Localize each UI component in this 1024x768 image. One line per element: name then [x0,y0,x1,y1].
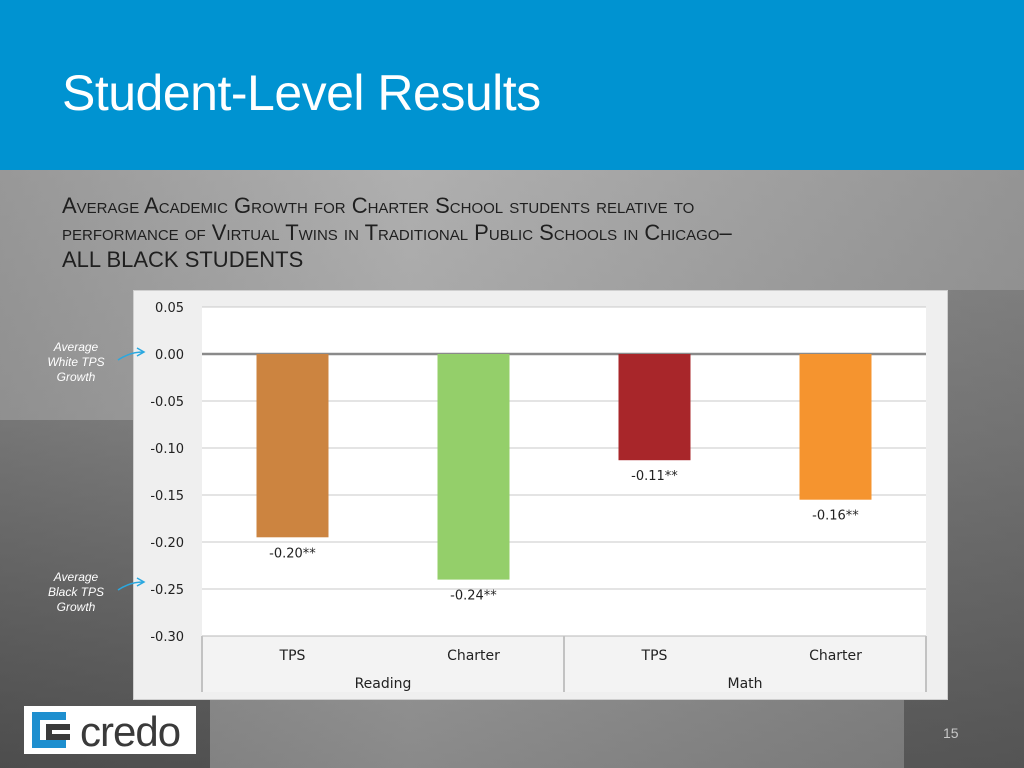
y-tick-label: -0.30 [150,630,184,645]
slide-title: Student-Level Results [62,65,541,121]
y-tick-label: 0.00 [155,348,184,363]
y-tick-label: -0.25 [150,583,184,598]
bar-4 [799,354,872,500]
bar-3 [618,354,691,461]
credo-logo-icon [32,712,70,748]
subtitle-line-3: ALL BLACK STUDENTS [62,247,304,272]
bar-chart: 0.05 0.00 -0.05 -0.10 -0.15 -0.20 -0.25 -0.30 -0… [150,301,927,692]
credo-logo: credo [24,706,196,755]
arrow-black-tps-head [136,577,146,587]
y-tick-label: -0.10 [150,442,184,457]
note-black-line-2: Black TPS [47,585,104,599]
x-tick-label: Charter [809,648,862,664]
x-tick-label: TPS [641,648,668,664]
note-white-line-2: White TPS [47,355,105,369]
note-black-line-3: Growth [56,600,96,614]
x-tick-label: Charter [447,648,500,664]
note-white-tps: Average White TPS Growth [41,340,111,385]
data-label: -0.11** [631,469,678,484]
chart-subtitle: Average Academic Growth for Charter Scho… [62,192,942,273]
data-label: -0.20** [269,546,316,561]
arrow-white-tps [117,351,144,361]
data-label: -0.16** [812,509,859,524]
y-tick-label: 0.05 [155,301,184,316]
subtitle-line-2: performance of Virtual Twins in Traditio… [62,220,732,245]
note-white-line-1: Average [53,340,99,354]
x-tick-label: TPS [279,648,306,664]
data-label: -0.24** [450,589,497,604]
bar-1 [256,354,329,538]
bar-2 [437,354,510,580]
note-white-line-3: Growth [56,370,96,384]
note-black-tps: Average Black TPS Growth [41,570,111,615]
group-label: Reading [355,676,412,692]
credo-logo-text: credo [80,708,181,755]
y-tick-label: -0.15 [150,489,184,504]
note-black-line-1: Average [53,570,99,584]
page-number: 15 [943,725,959,741]
arrow-white-tps-head [136,347,146,357]
chart-panel: 0.05 0.00 -0.05 -0.10 -0.15 -0.20 -0.25 -0.30 -0… [133,290,948,700]
subtitle-line-1: Average Academic Growth for Charter Scho… [62,193,695,218]
title-bar: Student-Level Results [0,0,1024,170]
y-tick-label: -0.20 [150,536,184,551]
group-label: Math [727,676,762,692]
y-tick-label: -0.05 [150,395,184,410]
arrow-black-tps [117,581,144,591]
